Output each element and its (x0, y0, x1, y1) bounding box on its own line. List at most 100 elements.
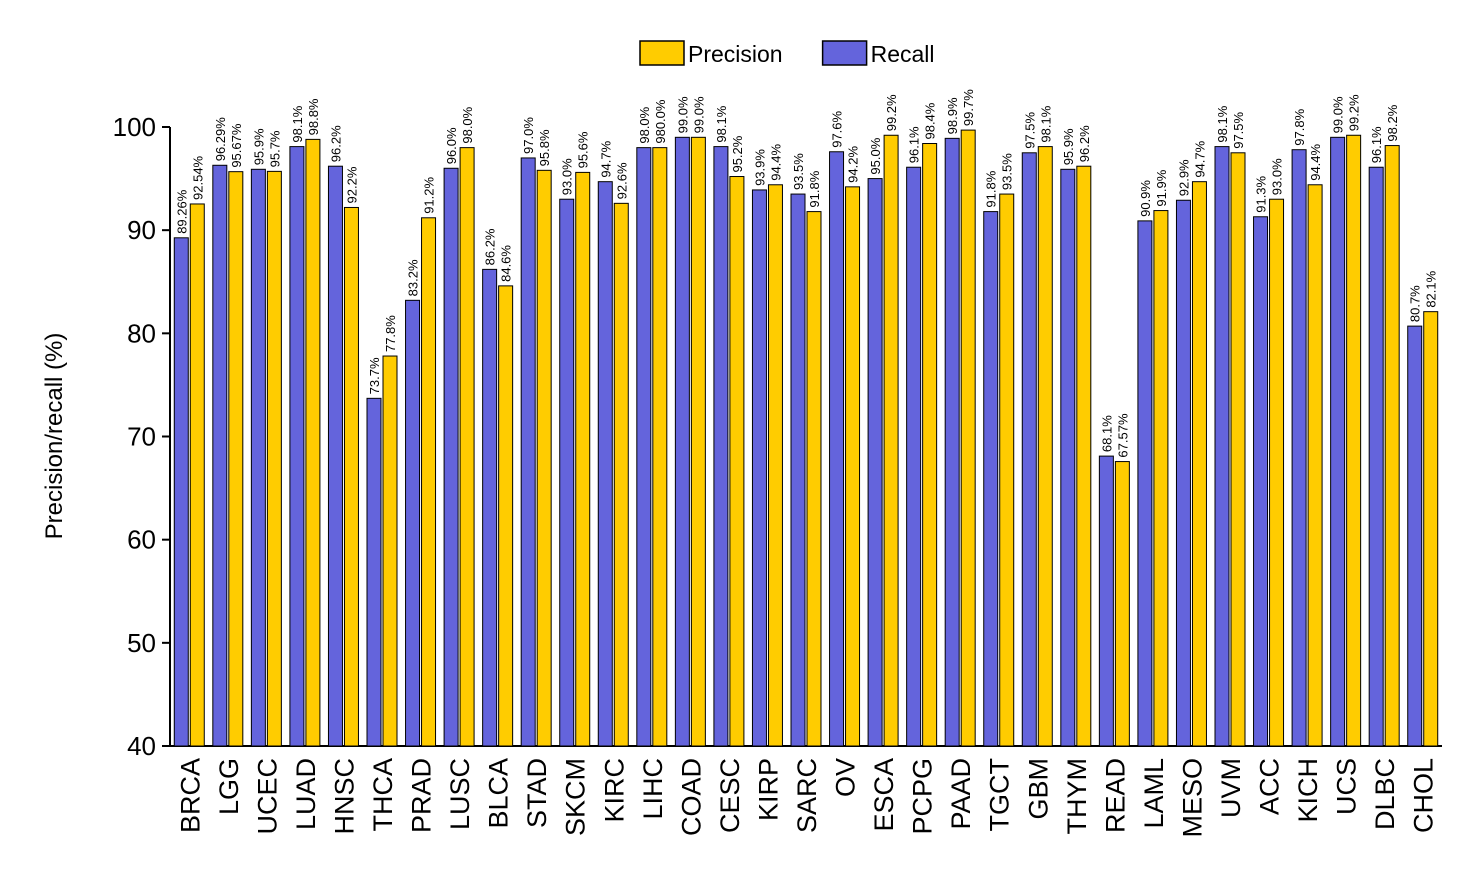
value-label: 99.0% (675, 96, 690, 133)
bar (459, 147, 475, 747)
bar (536, 169, 552, 747)
x-tick-label: UCEC (252, 758, 282, 835)
bar (713, 146, 729, 747)
value-label: 95.8% (537, 129, 552, 166)
x-tick-label: LIHC (638, 758, 668, 820)
value-label: 98.9% (945, 97, 960, 134)
value-label: 94.4% (768, 143, 783, 180)
x-tick-label: CESC (715, 758, 745, 833)
value-label: 97.5% (1231, 111, 1246, 148)
value-label: 91.3% (1254, 175, 1269, 212)
value-label: 92.54% (190, 155, 205, 200)
value-label: 99.0% (691, 96, 706, 133)
bar (1137, 220, 1153, 747)
bar (1076, 165, 1092, 747)
value-label: 98.8% (306, 98, 321, 135)
value-label: 98.0% (460, 106, 475, 143)
bar (729, 176, 745, 747)
value-label: 82.1% (1424, 270, 1439, 307)
x-tick-label: KICH (1293, 758, 1323, 823)
legend-label: Recall (871, 41, 935, 67)
value-label: 96.1% (1369, 126, 1384, 163)
bar (327, 165, 343, 747)
bar (1230, 152, 1246, 747)
bar (443, 167, 459, 747)
legend-label: Precision (688, 41, 783, 67)
x-tick-label: ESCA (869, 758, 899, 832)
bar (1330, 136, 1346, 747)
bar (1114, 461, 1130, 747)
value-label: 77.8% (383, 315, 398, 352)
value-label: 90.9% (1138, 180, 1153, 217)
value-label: 99.0% (1331, 96, 1346, 133)
x-tick-label: LUSC (445, 758, 475, 830)
bar (1153, 210, 1169, 747)
x-tick-label: ACC (1255, 758, 1285, 815)
value-label: 73.7% (367, 357, 382, 394)
value-label: 97.6% (830, 110, 845, 147)
x-tick-label: BRCA (175, 758, 205, 833)
value-label: 99.7% (961, 89, 976, 126)
x-tick-label: GBM (1023, 758, 1053, 820)
legend-swatch (821, 40, 868, 66)
x-tick-label: READ (1100, 758, 1130, 833)
bar (944, 137, 960, 747)
x-tick-label: THYM (1062, 758, 1092, 835)
x-tick-label: COAD (676, 758, 706, 836)
bar (906, 166, 922, 747)
bar (250, 168, 266, 747)
value-label: 95.2% (730, 135, 745, 172)
bar (1384, 145, 1400, 747)
x-tick-label: TGCT (985, 758, 1015, 832)
value-label: 96.2% (328, 125, 343, 162)
x-tick-label: LGG (214, 758, 244, 815)
bar (767, 184, 783, 747)
bar (674, 136, 690, 747)
value-label: 96.2% (1077, 125, 1092, 162)
bar (173, 237, 189, 747)
bar (482, 268, 498, 747)
bar (690, 136, 706, 747)
bar (1021, 152, 1037, 747)
bar (751, 189, 767, 747)
value-label: 91.8% (807, 170, 822, 207)
value-label: 94.7% (598, 140, 613, 177)
bar (652, 147, 668, 747)
value-label: 94.4% (1308, 143, 1323, 180)
bar (405, 299, 421, 747)
bar (1291, 149, 1307, 747)
x-tick-label: STAD (522, 758, 552, 828)
value-label: 98.4% (923, 102, 938, 139)
bar (636, 147, 652, 747)
bar (1307, 184, 1323, 747)
value-label: 84.6% (499, 245, 514, 282)
bar (1214, 146, 1230, 747)
bar (1037, 146, 1053, 747)
bar (421, 217, 437, 747)
x-tick-label: HNSC (329, 758, 359, 835)
bar (382, 355, 398, 747)
bar (1253, 216, 1269, 747)
value-label: 93.9% (752, 149, 767, 186)
bar (806, 211, 822, 747)
x-tick-label: KIRC (599, 758, 629, 823)
y-tick-label: 90 (127, 215, 156, 245)
value-label: 96.29% (213, 117, 228, 162)
x-tick-label: CHOL (1409, 758, 1439, 833)
value-label: 93.5% (791, 153, 806, 190)
y-tick-label: 60 (127, 525, 156, 555)
bar (867, 178, 883, 747)
value-label: 96.1% (907, 126, 922, 163)
value-label: 98.2% (1385, 104, 1400, 141)
value-label: 98.1% (290, 105, 305, 142)
value-label: 95.7% (267, 130, 282, 167)
value-label: 96.0% (444, 127, 459, 164)
bar (1175, 199, 1191, 747)
x-tick-label: MESO (1177, 758, 1207, 838)
value-label: 95.6% (576, 131, 591, 168)
x-tick-label: UCS (1332, 758, 1362, 815)
bar (790, 193, 806, 747)
bar (1060, 168, 1076, 747)
bar (1098, 455, 1114, 747)
